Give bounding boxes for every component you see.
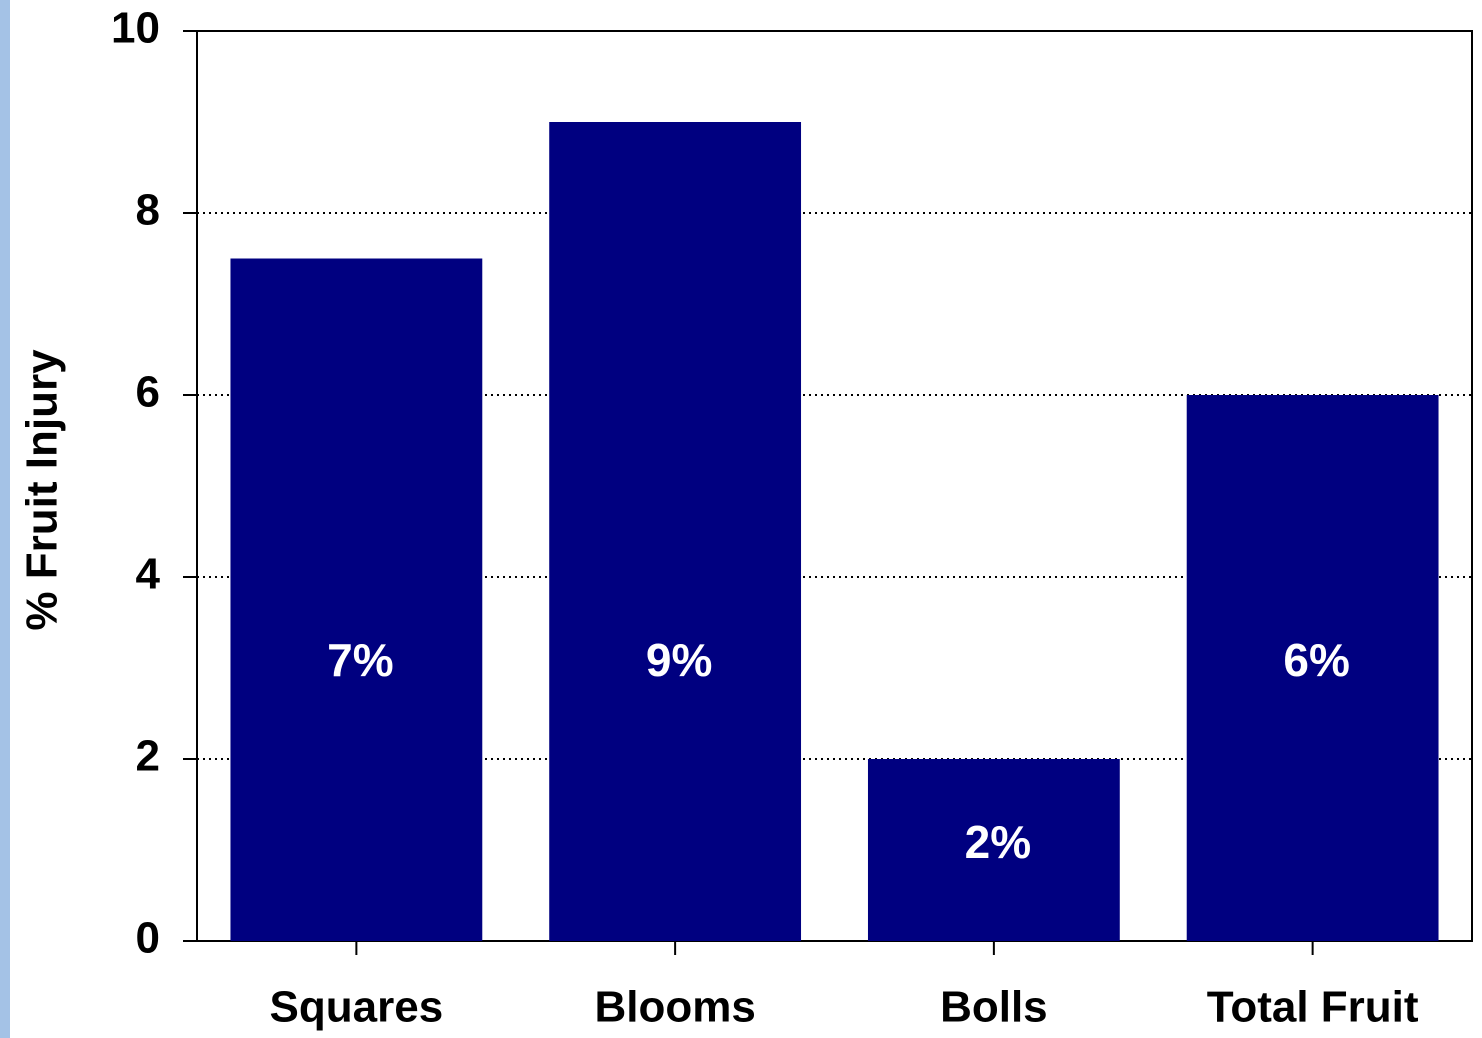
y-axis-title: % Fruit Injury [18,349,67,631]
y-tick-label: 2 [136,732,160,781]
y-tick-label: 8 [136,186,160,235]
x-tick-label: Bolls [940,983,1048,1032]
bar [549,122,802,941]
x-tick-label: Squares [270,983,444,1032]
value-label: 6% [1283,634,1349,686]
value-label: 7% [327,634,393,686]
x-tick-label: Total Fruit [1207,983,1419,1032]
value-label: 2% [965,816,1031,868]
y-tick-label: 0 [136,914,160,963]
bar [230,258,483,941]
y-tick-label: 4 [136,550,161,599]
side-strip [0,0,10,1038]
y-tick-label: 6 [136,368,160,417]
x-tick-label: Blooms [594,983,755,1032]
value-label: 9% [646,634,712,686]
bar [867,759,1120,941]
plot-border [196,30,1473,942]
y-tick-label: 10 [111,4,160,53]
bar [1186,395,1439,941]
